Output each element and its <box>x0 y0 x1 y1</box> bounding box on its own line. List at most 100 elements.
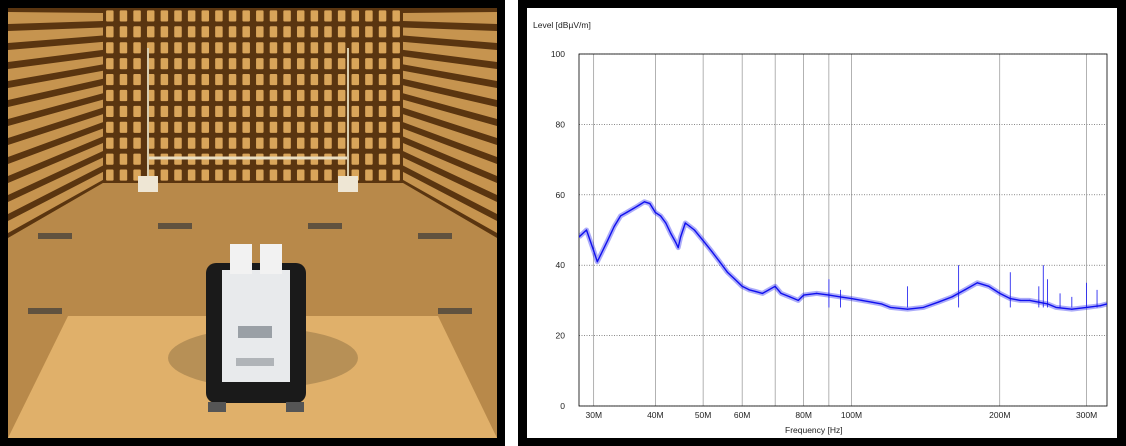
absorber-cone <box>283 10 291 22</box>
data-point <box>755 291 757 293</box>
absorber-cone <box>296 169 305 181</box>
absorber-cone <box>378 105 387 117</box>
absorber-cone <box>201 42 210 54</box>
absorber-cone <box>256 121 264 133</box>
absorber-cone <box>215 58 223 70</box>
data-point <box>679 236 682 238</box>
antenna-right-stand <box>338 176 358 192</box>
device-handle-left <box>230 244 252 274</box>
x-axis-label: Frequency [Hz] <box>785 425 843 435</box>
absorber-cone <box>378 137 387 149</box>
absorber-cone <box>392 74 400 86</box>
absorber-cone <box>228 58 237 70</box>
absorber-cone <box>392 26 400 38</box>
absorber-cone <box>296 74 305 86</box>
y-tick-label: 0 <box>560 401 565 411</box>
absorber-cone <box>106 74 114 86</box>
absorber-cone <box>351 121 360 133</box>
absorber-cone <box>242 58 250 70</box>
x-tick-label: 40M <box>647 410 664 420</box>
absorber-cone <box>283 58 291 70</box>
absorber-cone <box>242 169 250 181</box>
absorber-cone <box>256 105 264 117</box>
y-axis-label: Level [dBµV/m] <box>533 20 591 30</box>
absorber-cone <box>351 153 360 165</box>
absorber-cone <box>310 58 319 70</box>
absorber-cone <box>283 42 291 54</box>
absorber-cone <box>242 74 250 86</box>
absorber-cone <box>201 169 210 181</box>
absorber-cone <box>242 137 250 149</box>
absorber-cone <box>133 153 141 165</box>
absorber-cone <box>365 137 373 149</box>
absorber-cone <box>351 26 360 38</box>
data-point <box>1029 299 1031 301</box>
right-wall-absorber <box>403 41 497 62</box>
absorber-cone <box>187 169 196 181</box>
emission-chart: Level [dBµV/m] Frequency [Hz] 0 20 40 60 80 1… <box>527 8 1117 438</box>
absorber-cone <box>256 137 264 149</box>
absorber-cone <box>133 137 141 149</box>
device-foot-left <box>208 402 226 412</box>
absorber-cone <box>378 58 387 70</box>
y-tick-label: 80 <box>556 119 566 129</box>
absorber-cone <box>174 121 182 133</box>
data-point <box>677 247 679 249</box>
data-point <box>761 292 764 294</box>
absorber-cone <box>310 121 319 133</box>
absorber-cone <box>215 10 223 22</box>
absorber-cone <box>269 137 278 149</box>
absorber-cone <box>351 105 360 117</box>
absorber-cone <box>310 105 319 117</box>
absorber-cone <box>160 121 169 133</box>
absorber-cone <box>269 169 278 181</box>
data-point <box>606 239 609 242</box>
absorber-cone <box>269 42 278 54</box>
absorber-cone <box>310 26 319 38</box>
absorber-cone <box>106 137 114 149</box>
absorber-cone <box>256 42 264 54</box>
absorber-cone <box>378 153 387 165</box>
absorber-cone <box>228 121 237 133</box>
y-tick-label: 40 <box>556 260 566 270</box>
absorber-cone <box>228 89 237 102</box>
data-point <box>922 306 925 309</box>
data-point <box>689 225 691 228</box>
absorber-cone <box>283 105 291 117</box>
data-point <box>741 285 743 287</box>
grid <box>579 53 1107 407</box>
data-point <box>638 204 640 206</box>
plot-frame <box>578 53 1108 407</box>
absorber-cone <box>378 121 387 133</box>
x-tick-label: 50M <box>695 410 712 420</box>
absorber-cone <box>365 105 373 117</box>
data-point <box>693 229 695 231</box>
absorber-cone <box>324 169 332 181</box>
absorber-cone <box>215 42 223 54</box>
data-point <box>734 278 736 280</box>
left-wall-absorber <box>8 99 103 138</box>
floor-marker <box>38 233 72 239</box>
absorber-cone <box>310 74 319 86</box>
series-group <box>579 199 1107 312</box>
absorber-cone <box>269 74 278 86</box>
absorber-cone <box>133 10 141 22</box>
absorber-cone <box>187 26 196 38</box>
absorber-cone <box>324 137 332 149</box>
absorber-cone <box>392 58 400 70</box>
device-label <box>236 358 274 366</box>
absorber-cone <box>106 10 114 22</box>
floor-marker <box>418 233 452 239</box>
absorber-cone <box>310 137 319 149</box>
absorber-cone <box>351 89 360 102</box>
floor-marker <box>438 308 472 314</box>
absorber-cone <box>160 10 169 22</box>
absorber-cone <box>160 26 169 38</box>
x-tick-label: 30M <box>585 410 602 420</box>
absorber-cone <box>119 10 128 22</box>
absorber-cone <box>228 74 237 86</box>
data-point <box>951 296 953 298</box>
absorber-cone <box>146 26 155 38</box>
absorber-cone <box>310 169 319 181</box>
data-point <box>632 208 634 210</box>
